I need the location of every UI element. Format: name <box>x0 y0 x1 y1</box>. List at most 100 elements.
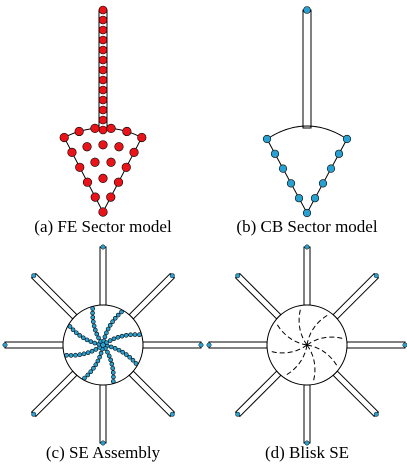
node <box>98 105 108 115</box>
node <box>106 353 112 359</box>
node <box>116 347 122 353</box>
blade <box>30 370 78 418</box>
blade-body <box>142 341 202 349</box>
node <box>73 330 79 336</box>
node <box>98 25 108 35</box>
node <box>130 357 136 363</box>
blade-body <box>128 370 176 418</box>
node <box>133 361 139 366</box>
node <box>124 352 129 357</box>
node <box>75 162 85 172</box>
node <box>106 123 116 133</box>
node <box>111 336 117 342</box>
node <box>119 333 125 339</box>
blisk-se <box>206 244 407 446</box>
tip-node <box>206 342 212 348</box>
node <box>82 177 93 187</box>
blade <box>99 244 107 306</box>
tip-node <box>373 411 379 417</box>
blade <box>142 341 204 349</box>
node <box>90 319 96 325</box>
tip-node <box>304 440 310 446</box>
node <box>278 164 288 173</box>
node <box>318 179 328 188</box>
node <box>107 338 113 343</box>
node <box>106 157 116 167</box>
tip-node <box>235 273 241 279</box>
node <box>110 379 116 384</box>
node <box>85 372 91 378</box>
caption: (b) CB Sector model <box>236 217 377 236</box>
node <box>80 335 86 341</box>
node <box>98 75 108 85</box>
node <box>104 330 109 336</box>
spoke <box>306 336 343 346</box>
node <box>98 55 108 65</box>
node <box>95 358 101 364</box>
node <box>102 334 108 340</box>
blade-body <box>303 246 311 306</box>
tip-node <box>100 440 106 446</box>
blade <box>206 341 268 349</box>
node <box>113 177 124 187</box>
node <box>127 354 133 360</box>
tip-node <box>100 244 106 250</box>
node <box>98 95 108 105</box>
node <box>96 335 101 341</box>
node <box>98 65 108 75</box>
blade-body <box>208 341 268 349</box>
blade-body <box>99 384 107 444</box>
fe-sector-model <box>59 5 147 217</box>
node <box>326 164 336 173</box>
node <box>88 369 94 375</box>
spoke <box>306 314 328 346</box>
tip-node <box>31 273 37 279</box>
blade-body <box>332 272 380 320</box>
blade <box>303 384 311 446</box>
node <box>98 15 108 25</box>
node <box>89 348 95 354</box>
caption: (c) SE Assembly <box>46 443 161 462</box>
caption: (a) FE Sector model <box>34 217 172 236</box>
tip-node <box>373 273 379 279</box>
node <box>91 366 96 371</box>
blade-body <box>128 272 176 320</box>
blade <box>332 272 380 320</box>
blade-body <box>234 370 282 418</box>
node <box>90 123 100 133</box>
node <box>85 350 91 355</box>
spoke <box>298 309 308 346</box>
node <box>90 306 96 311</box>
node <box>123 332 129 338</box>
node <box>112 346 118 351</box>
node <box>122 126 132 137</box>
node <box>137 132 147 143</box>
blade-body <box>346 341 406 349</box>
node <box>73 352 78 358</box>
arc <box>266 125 348 140</box>
node <box>93 362 99 368</box>
node <box>98 173 108 183</box>
node <box>70 327 76 333</box>
node <box>294 194 304 203</box>
spoke <box>271 344 308 354</box>
node <box>310 194 320 203</box>
node <box>115 335 121 340</box>
tip-node <box>2 342 8 348</box>
tip-node <box>402 342 407 348</box>
node <box>114 142 124 152</box>
blade <box>234 370 282 418</box>
node <box>98 115 108 125</box>
spoke <box>306 344 316 381</box>
node <box>302 208 312 218</box>
node <box>98 85 108 95</box>
node <box>107 322 113 328</box>
node <box>100 342 106 348</box>
node <box>82 142 92 152</box>
node <box>98 350 104 356</box>
node <box>106 192 116 202</box>
node <box>110 365 116 371</box>
tip-node <box>304 244 310 250</box>
node <box>82 375 87 381</box>
node <box>137 332 142 338</box>
